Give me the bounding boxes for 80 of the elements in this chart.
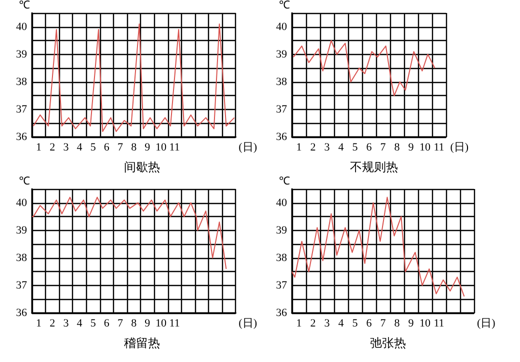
x-tick-label: 11 <box>169 318 180 330</box>
y-tick-label: 39 <box>16 48 28 60</box>
line-series <box>292 196 465 297</box>
x-tick-label: 2 <box>50 142 56 154</box>
y-axis-title: ℃ <box>19 0 30 12</box>
x-tick-label: 4 <box>338 318 344 330</box>
x-tick-label: 9 <box>144 142 151 154</box>
x-tick-label: 11 <box>169 142 180 154</box>
line-series <box>292 40 436 96</box>
x-tick-label: 5 <box>352 318 358 330</box>
line-series <box>32 24 235 132</box>
x-tick-label: 6 <box>104 142 110 154</box>
y-tick-label: 36 <box>16 307 28 319</box>
x-tick-label: 9 <box>408 142 414 154</box>
x-tick-label: 11 <box>434 318 444 330</box>
x-tick-label: 2 <box>310 318 316 330</box>
x-tick-label: 5 <box>90 318 96 330</box>
x-tick-label: 5 <box>90 142 96 154</box>
x-axis-title: (日) <box>450 142 469 154</box>
x-tick-label: 1 <box>36 318 42 330</box>
y-tick-label: 37 <box>16 103 28 116</box>
y-tick-label: 38 <box>16 76 28 88</box>
y-tick-label: 36 <box>276 131 288 143</box>
x-tick-label: 1 <box>296 318 302 330</box>
x-tick-label: 9 <box>408 318 414 330</box>
text: 间歇热 <box>124 160 160 174</box>
y-tick-label: 37 <box>276 279 288 292</box>
y-axis-title: ℃ <box>279 0 290 12</box>
x-tick-label: 7 <box>380 318 386 330</box>
x-tick-label: 11 <box>434 142 444 154</box>
x-axis-title: (日) <box>238 142 258 154</box>
text: 不规则热 <box>350 160 398 174</box>
x-tick-label: 6 <box>366 142 372 154</box>
x-tick-label: 5 <box>352 142 358 154</box>
y-tick-label: 39 <box>276 48 288 60</box>
x-axis-title: (日) <box>238 318 258 330</box>
y-tick-label: 36 <box>276 307 288 319</box>
y-tick-label: 37 <box>276 103 288 116</box>
x-tick-label: 6 <box>366 318 372 330</box>
x-tick-label: 10 <box>420 142 431 154</box>
y-tick-label: 40 <box>16 196 28 209</box>
line-series <box>32 196 227 270</box>
x-tick-label: 10 <box>155 142 167 154</box>
y-tick-label: 36 <box>16 131 28 143</box>
x-tick-label: 8 <box>394 142 400 154</box>
x-tick-label: 8 <box>131 142 138 154</box>
x-tick-label: 8 <box>131 318 138 330</box>
x-tick-label: 6 <box>104 318 110 330</box>
x-tick-label: 3 <box>63 142 70 154</box>
x-tick-label: 3 <box>63 318 70 330</box>
y-tick-label: 37 <box>16 279 28 292</box>
x-tick-label: 7 <box>118 142 124 154</box>
y-tick-label: 38 <box>276 76 288 88</box>
y-tick-label: 40 <box>276 20 288 33</box>
y-tick-label: 40 <box>16 20 28 33</box>
y-tick-label: 39 <box>16 224 28 236</box>
x-tick-label: 10 <box>155 318 167 330</box>
x-tick-label: 9 <box>144 318 151 330</box>
y-tick-label: 39 <box>276 224 288 236</box>
x-tick-label: 3 <box>324 318 330 330</box>
x-tick-label: 4 <box>76 318 83 330</box>
text: 稽留热 <box>124 336 160 350</box>
x-tick-label: 2 <box>50 318 56 330</box>
x-tick-label: 7 <box>118 318 124 330</box>
x-tick-label: 1 <box>36 142 42 154</box>
x-tick-label: 7 <box>380 142 386 154</box>
y-tick-label: 38 <box>16 252 28 264</box>
x-tick-label: 4 <box>76 142 83 154</box>
x-tick-label: 8 <box>394 318 400 330</box>
x-tick-label: 10 <box>420 318 431 330</box>
y-tick-label: 40 <box>276 196 288 209</box>
x-tick-label: 2 <box>310 142 316 154</box>
x-tick-label: 4 <box>338 142 344 154</box>
y-axis-title: ℃ <box>19 176 30 188</box>
x-tick-label: 1 <box>296 142 302 154</box>
x-tick-label: 3 <box>324 142 330 154</box>
text: 弛张热 <box>370 336 406 350</box>
x-axis-title: (日) <box>477 318 496 330</box>
y-axis-title: ℃ <box>279 176 290 188</box>
y-tick-label: 38 <box>276 252 288 264</box>
